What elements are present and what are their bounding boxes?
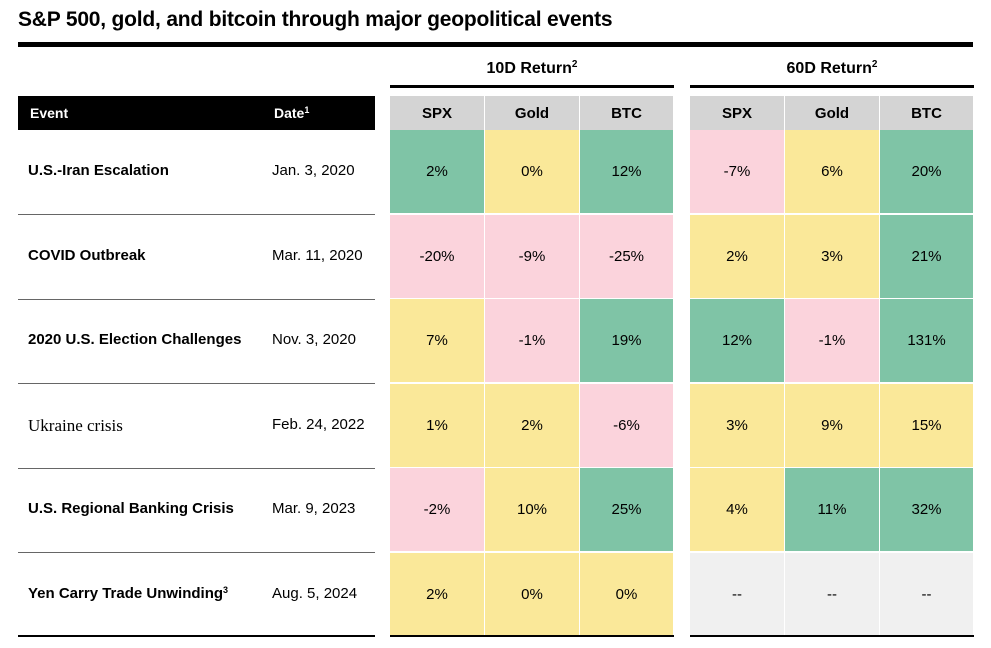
cell-60d-gold: 3% [785, 215, 880, 299]
page-title: S&P 500, gold, and bitcoin through major… [18, 8, 613, 31]
header-date-label: Date [274, 105, 305, 121]
col-header-60d-spx: SPX [690, 96, 785, 130]
group-rule-60d [690, 85, 974, 88]
bottom-rule-events [18, 635, 375, 637]
cell-60d-spx: 12% [690, 299, 785, 383]
group-header-10d-label: 10D Return [486, 60, 572, 77]
event-date: Jan. 3, 2020 [272, 162, 355, 179]
cell-60d-btc: 32% [880, 468, 974, 552]
cell-60d-spx: -7% [690, 130, 785, 214]
cell-60d-spx: 2% [690, 215, 785, 299]
cell-10d-spx: 2% [390, 130, 485, 214]
group-header-60d: 60D Return2 [690, 59, 974, 83]
cell-10d-btc: 0% [580, 553, 674, 637]
row-divider [18, 214, 375, 215]
cell-60d-gold: -1% [785, 299, 880, 383]
cell-10d-btc: 12% [580, 130, 674, 214]
event-name-text: COVID Outbreak [28, 247, 146, 264]
event-date: Mar. 9, 2023 [272, 500, 356, 517]
cell-60d-btc: 15% [880, 384, 974, 468]
cell-60d-gold: 11% [785, 468, 880, 552]
col-header-60d-gold: Gold [785, 96, 880, 130]
cell-60d-btc: 131% [880, 299, 974, 383]
cell-10d-gold: 0% [485, 130, 580, 214]
event-date: Aug. 5, 2024 [272, 585, 358, 602]
event-name: Yen Carry Trade Unwinding3 [28, 585, 228, 602]
group-header-10d: 10D Return2 [390, 59, 674, 83]
event-name-text: Yen Carry Trade Unwinding [28, 585, 224, 602]
cell-10d-gold: -1% [485, 299, 580, 383]
bottom-rule-60d [690, 635, 974, 637]
cell-10d-gold: 2% [485, 384, 580, 468]
event-date: Nov. 3, 2020 [272, 331, 356, 348]
bottom-rule-10d [390, 635, 674, 637]
row-divider [18, 299, 375, 300]
cell-60d-gold: 9% [785, 384, 880, 468]
cell-10d-spx: -20% [390, 215, 485, 299]
cell-10d-gold: 0% [485, 553, 580, 637]
event-name: 2020 U.S. Election Challenges [28, 331, 241, 348]
cell-60d-spx: 3% [690, 384, 785, 468]
cell-10d-spx: -2% [390, 468, 485, 552]
cell-60d-spx: 4% [690, 468, 785, 552]
cell-10d-spx: 2% [390, 553, 485, 637]
event-name-text: Ukraine crisis [28, 416, 123, 435]
group-header-60d-label: 60D Return [786, 60, 872, 77]
cell-60d-btc: 20% [880, 130, 974, 214]
event-date: Feb. 24, 2022 [272, 416, 365, 433]
cell-10d-btc: -25% [580, 215, 674, 299]
event-name-text: U.S. Regional Banking Crisis [28, 500, 234, 517]
group-header-10d-footnote: 2 [571, 59, 578, 70]
row-divider [18, 552, 375, 553]
event-name-text: U.S.-Iran Escalation [28, 162, 169, 179]
event-header-bar [18, 96, 375, 130]
title-divider [18, 42, 973, 47]
event-name: U.S.-Iran Escalation [28, 162, 169, 179]
cell-10d-spx: 7% [390, 299, 485, 383]
cell-60d-spx: -- [690, 553, 785, 637]
event-name: Ukraine crisis [28, 416, 123, 436]
event-name: COVID Outbreak [28, 247, 146, 264]
header-date-footnote: 1 [304, 105, 310, 115]
group-rule-10d [390, 85, 674, 88]
row-divider [18, 468, 375, 469]
event-footnote: 3 [223, 585, 229, 595]
col-header-10d-btc: BTC [580, 96, 674, 130]
event-name-text: 2020 U.S. Election Challenges [28, 331, 242, 348]
cell-60d-btc: 21% [880, 215, 974, 299]
col-header-10d-spx: SPX [390, 96, 485, 130]
event-name: U.S. Regional Banking Crisis [28, 500, 234, 517]
header-date: Date1 [274, 105, 309, 121]
cell-10d-btc: 25% [580, 468, 674, 552]
cell-10d-btc: -6% [580, 384, 674, 468]
cell-10d-spx: 1% [390, 384, 485, 468]
cell-60d-gold: -- [785, 553, 880, 637]
cell-10d-gold: 10% [485, 468, 580, 552]
cell-10d-btc: 19% [580, 299, 674, 383]
cell-10d-gold: -9% [485, 215, 580, 299]
group-header-60d-footnote: 2 [871, 59, 878, 70]
cell-60d-btc: -- [880, 553, 974, 637]
row-divider [18, 383, 375, 384]
header-event: Event [30, 105, 69, 121]
event-date: Mar. 11, 2020 [272, 247, 363, 264]
cell-60d-gold: 6% [785, 130, 880, 214]
col-header-60d-btc: BTC [880, 96, 974, 130]
col-header-10d-gold: Gold [485, 96, 580, 130]
